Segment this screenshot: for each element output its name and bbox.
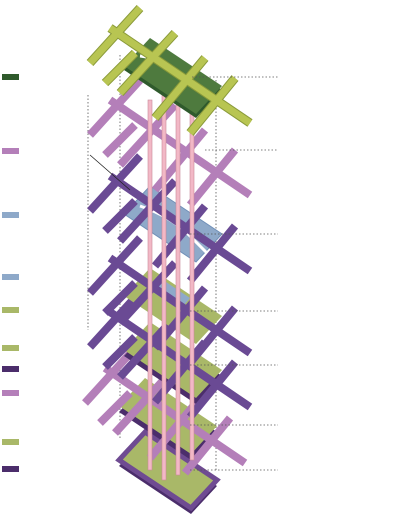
legend-swatch xyxy=(2,366,19,372)
legend-swatch xyxy=(2,439,19,445)
column xyxy=(175,104,181,476)
legend-swatch xyxy=(2,466,19,472)
legend-swatch xyxy=(2,212,19,218)
legend-swatch xyxy=(2,148,19,154)
legend-swatch xyxy=(2,307,19,313)
column xyxy=(147,99,153,471)
column xyxy=(161,94,167,481)
legend-swatch xyxy=(2,274,19,280)
column xyxy=(189,99,195,461)
legend-swatch xyxy=(2,74,19,80)
legend-swatch xyxy=(2,390,19,396)
pointer-line xyxy=(89,154,131,191)
leader-lines xyxy=(190,76,278,471)
legend xyxy=(2,74,19,472)
layer xyxy=(90,8,250,133)
legend-swatch xyxy=(2,345,19,351)
